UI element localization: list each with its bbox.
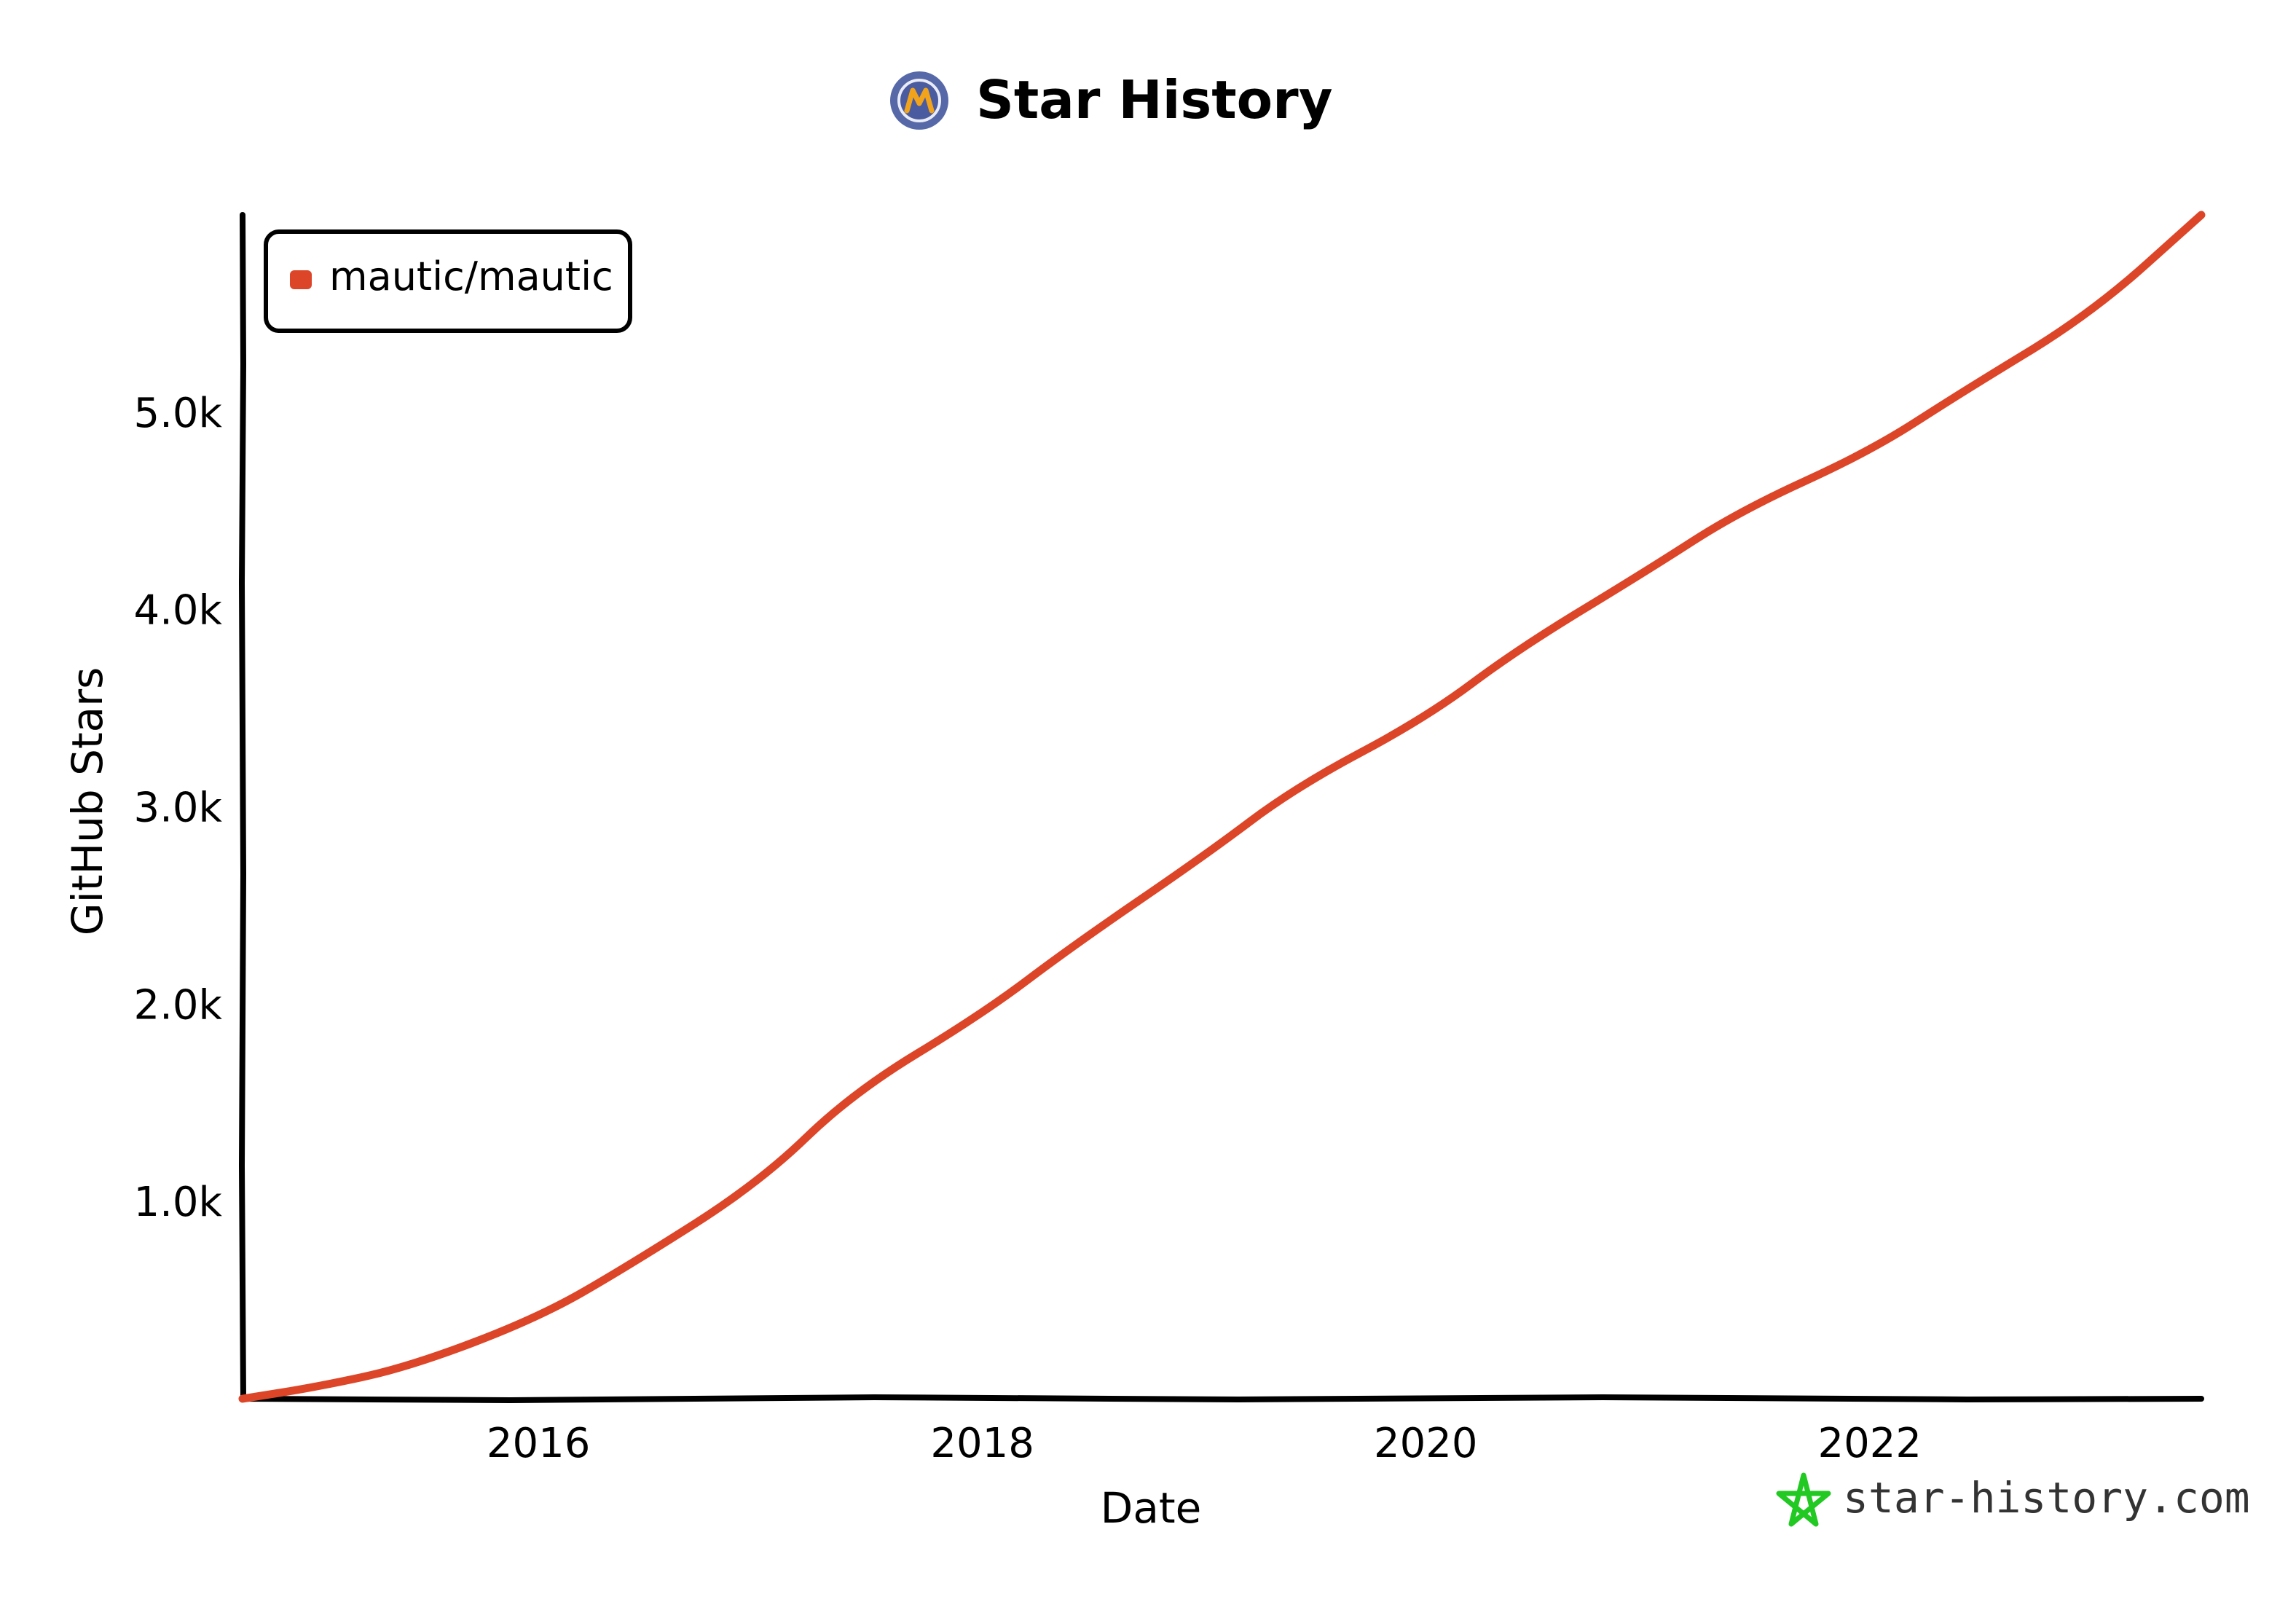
y-axis-line [238,212,247,1402]
x-tick-label-2022: 2022 [1817,1420,1922,1467]
series-line-mautic [238,211,2206,1403]
star-icon [1776,1472,1831,1527]
y-tick-label-5.0k: 5.0k [134,390,223,437]
x-tick-label-2018: 2018 [930,1420,1034,1467]
y-tick-label-2.0k: 2.0k [134,981,223,1029]
y-tick-label-1.0k: 1.0k [134,1179,223,1226]
legend: mautic/mautic [264,229,632,333]
watermark: star-history.com [1776,1472,2250,1527]
chart-title: Star History [976,69,1333,130]
x-tick-label-2020: 2020 [1374,1420,1478,1467]
x-tick-labels: 2016 2018 2020 2022 [487,1420,1922,1467]
watermark-text: star-history.com [1843,1473,2250,1523]
x-tick-label-2016: 2016 [487,1420,591,1467]
chart-title-group: Star History [890,69,1333,130]
legend-label-mautic: mautic/mautic [329,254,613,299]
legend-swatch-mautic [290,270,312,289]
y-tick-label-4.0k: 4.0k [134,587,223,635]
y-tick-labels: 1.0k 2.0k 3.0k 4.0k 5.0k [134,390,223,1226]
x-axis-line [240,1394,2204,1404]
mautic-logo-icon [890,71,948,130]
y-axis-title: GitHub Stars [63,667,112,936]
x-axis-title: Date [1101,1483,1202,1533]
y-tick-label-3.0k: 3.0k [134,785,223,832]
